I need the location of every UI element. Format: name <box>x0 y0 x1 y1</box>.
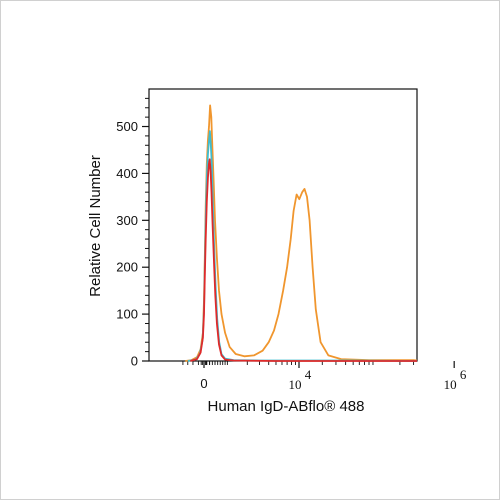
x-tick-label-exponent: 4 <box>305 367 312 382</box>
series-line-2 <box>187 130 418 362</box>
x-tick-label: 0 <box>200 376 207 391</box>
y-tick-label: 0 <box>131 354 138 369</box>
y-tick-label: 400 <box>116 166 138 181</box>
y-tick-label: 200 <box>116 260 138 275</box>
series-layer <box>185 104 418 362</box>
x-tick-label-base: 10 <box>289 377 302 392</box>
x-axis-label: Human IgD-ABflo® 488 <box>208 398 365 415</box>
series-line-1 <box>185 104 418 362</box>
y-axis-label: Relative Cell Number <box>87 155 104 297</box>
plot-area <box>148 88 418 362</box>
x-tick-label-base: 10 <box>444 377 457 392</box>
x-tick-label-exponent: 6 <box>460 367 467 382</box>
y-tick-label: 300 <box>116 213 138 228</box>
series-line-3 <box>190 158 417 362</box>
y-axis: 0 100 200 300 400 500 <box>116 97 149 369</box>
y-tick-label: 500 <box>116 119 138 134</box>
y-tick-label: 100 <box>116 307 138 322</box>
